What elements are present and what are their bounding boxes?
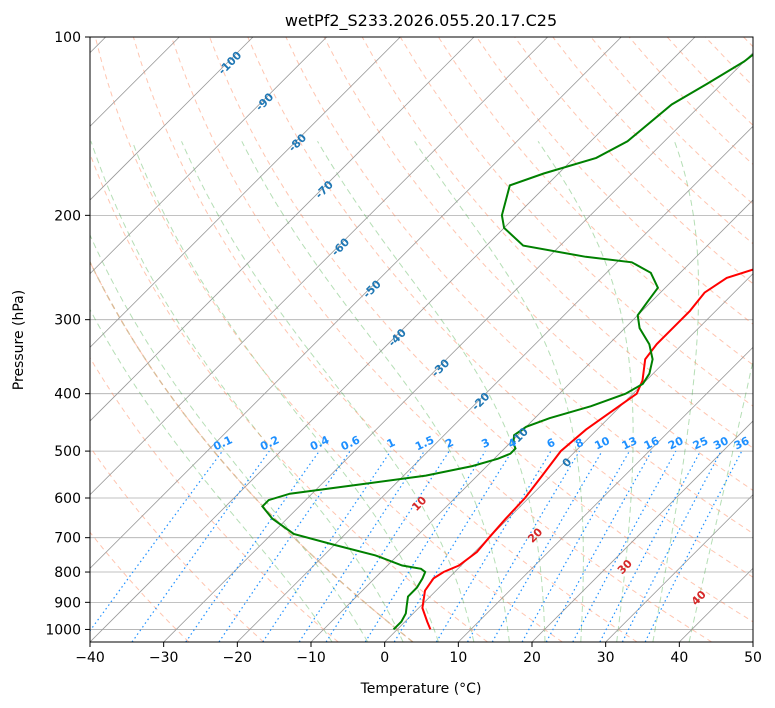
isotherm-line bbox=[237, 125, 753, 642]
mixing-ratio-label: 16 bbox=[642, 434, 662, 452]
plot-area: -100-90-80-70-60-50-40-30-20-1000.1 0.2 0.… bbox=[90, 37, 753, 642]
dry-adiabat-line bbox=[171, 37, 712, 642]
mixing-ratio-line bbox=[364, 450, 486, 642]
y-tick-label: 300 bbox=[54, 313, 81, 329]
mixing-ratio-line bbox=[218, 450, 351, 642]
dry-adiabat-reference-line bbox=[90, 260, 414, 642]
dry-adiabat-line bbox=[132, 37, 638, 642]
mixing-ratio-lines bbox=[90, 450, 743, 642]
dewpoint-profile-line bbox=[261, 53, 753, 631]
mixing-ratio-line bbox=[466, 450, 580, 642]
temperature-profile-line bbox=[421, 268, 753, 630]
dry-adiabat-line bbox=[399, 37, 753, 407]
moist-adiabat-line bbox=[688, 358, 753, 642]
mixing-ratio-label: 10 bbox=[593, 434, 613, 452]
isotherm-line bbox=[90, 37, 327, 275]
dry-adiabat-line bbox=[361, 37, 753, 449]
moist-adiabats bbox=[90, 141, 753, 642]
mixing-ratio-line bbox=[262, 450, 392, 642]
y-tick-label: 700 bbox=[54, 531, 81, 547]
mixing-ratio-line bbox=[393, 450, 513, 642]
dry-adiabat-line bbox=[90, 531, 190, 642]
moist-adiabat-line bbox=[90, 233, 369, 642]
y-axis-ticks: 1000 900 800 700 600 500 400 300 200 100 bbox=[45, 30, 90, 638]
y-axis-label: Pressure (hPa) bbox=[11, 290, 27, 390]
isotherm-line bbox=[90, 37, 475, 422]
y-tick-label: 200 bbox=[54, 208, 81, 224]
chart-title: wetPf2_S233.2026.055.20.17.C25 bbox=[285, 11, 557, 31]
x-axis-label: Temperature (°C) bbox=[360, 681, 482, 697]
x-tick-label: 0 bbox=[380, 650, 389, 666]
isotherm-line bbox=[90, 37, 254, 201]
x-tick-label: 10 bbox=[449, 650, 467, 666]
x-tick-label: −40 bbox=[75, 650, 105, 666]
moist-adiabat-line bbox=[317, 141, 546, 642]
mixing-ratio-label: 30 bbox=[711, 434, 731, 452]
isotherm-line bbox=[458, 346, 753, 642]
mixing-ratio-label: 13 bbox=[620, 434, 639, 452]
y-tick-label: 900 bbox=[54, 595, 81, 611]
dry-adiabat-line bbox=[514, 37, 753, 285]
moist-adiabat-line bbox=[537, 141, 634, 642]
moist-adiabat-line bbox=[90, 141, 404, 642]
y-tick-label: 1000 bbox=[45, 622, 81, 638]
moist-adiabat-line bbox=[241, 141, 510, 642]
moist-adiabat-line bbox=[181, 141, 475, 642]
x-tick-label: −30 bbox=[149, 650, 179, 666]
mixing-ratio-line bbox=[599, 450, 702, 642]
isotherm-line bbox=[163, 52, 753, 642]
mixing-ratio-line bbox=[185, 450, 320, 642]
y-tick-label: 400 bbox=[54, 387, 81, 403]
isotherm-line bbox=[90, 37, 622, 569]
grid-lines bbox=[90, 37, 753, 630]
x-tick-label: −10 bbox=[296, 650, 326, 666]
mixing-ratio-label: 36 bbox=[732, 434, 752, 452]
isotherm-line bbox=[531, 420, 753, 642]
isotherms bbox=[90, 37, 753, 642]
x-tick-label: 50 bbox=[744, 650, 762, 666]
moist-adiabat-line bbox=[652, 141, 700, 642]
y-tick-label: 800 bbox=[54, 565, 81, 581]
mixing-ratio-line bbox=[435, 450, 552, 642]
mixing-ratio-label: 25 bbox=[691, 434, 710, 452]
moist-adiabat-line bbox=[131, 141, 439, 642]
isotherm-line bbox=[90, 37, 696, 642]
dry-adiabat-line bbox=[94, 37, 563, 642]
y-tick-label: 100 bbox=[54, 30, 81, 46]
mixing-ratio-line bbox=[325, 450, 450, 642]
mixing-ratio-line bbox=[572, 450, 677, 642]
mixing-ratio-line bbox=[298, 450, 425, 642]
x-tick-label: −20 bbox=[223, 650, 253, 666]
dry-adiabat-line bbox=[247, 37, 753, 578]
x-tick-label: 30 bbox=[597, 650, 615, 666]
isotherm-line bbox=[605, 494, 753, 642]
mixing-ratio-label: 20 bbox=[666, 434, 686, 452]
plot-frame bbox=[89, 36, 754, 643]
y-tick-label: 500 bbox=[54, 444, 81, 460]
x-tick-label: 40 bbox=[670, 650, 688, 666]
isotherm-line bbox=[90, 37, 401, 348]
x-axis-ticks: −40 −30 −20 −10 0 10 20 30 40 50 bbox=[75, 642, 762, 666]
dry-adiabat-line bbox=[90, 446, 264, 642]
moist-adiabat-line bbox=[90, 308, 333, 642]
x-tick-label: 20 bbox=[523, 650, 541, 666]
y-tick-label: 600 bbox=[54, 491, 81, 507]
isotherm-line bbox=[310, 199, 753, 642]
dry-adiabat-line bbox=[209, 37, 753, 623]
isotherm-line bbox=[90, 37, 548, 496]
dry-adiabat-line bbox=[90, 152, 488, 642]
profiles bbox=[261, 53, 753, 631]
